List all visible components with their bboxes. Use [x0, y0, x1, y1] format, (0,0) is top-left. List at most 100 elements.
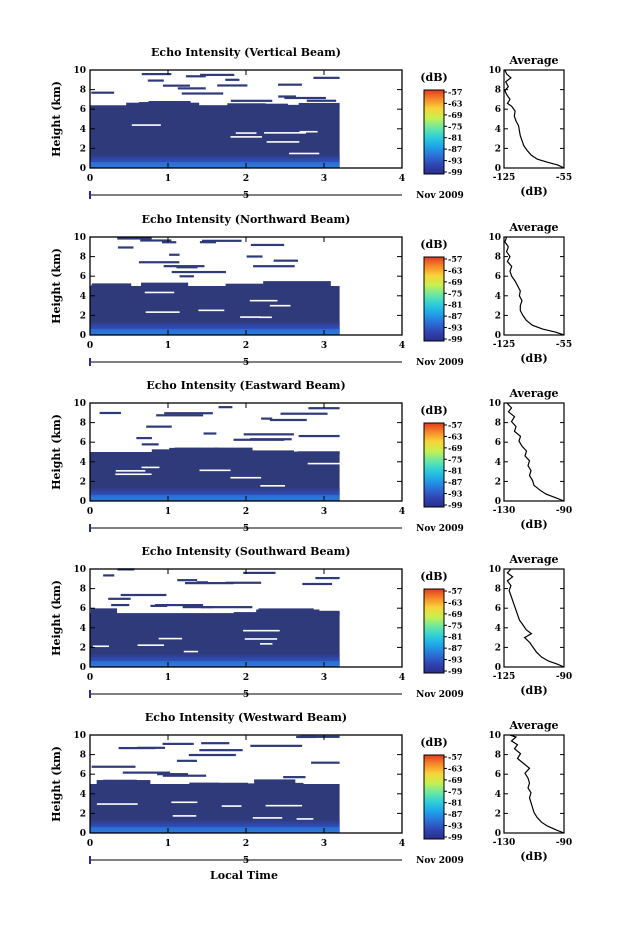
average-y-tick-label: 4: [495, 125, 501, 135]
average-frame: [503, 734, 565, 834]
average-y-tick-label: 10: [488, 233, 501, 243]
echo-line: [185, 75, 206, 78]
y-axis-label: Height (km): [50, 414, 63, 490]
average-x-label: (dB): [520, 518, 547, 531]
average-y-tick-label: 2: [495, 311, 501, 321]
average-y-tick-label: 0: [495, 829, 501, 839]
average-title: Average: [508, 553, 558, 566]
echo-line: [306, 99, 337, 102]
echo-line: [137, 746, 166, 749]
bottom-x-label: Local Time: [210, 869, 278, 882]
low-echo-core: [90, 661, 340, 667]
colorbar-tick-label: -75: [448, 786, 462, 796]
echo-gap: [144, 291, 175, 294]
colorbar-tick-label: -81: [448, 798, 462, 808]
average-x-tick-label: -90: [556, 672, 572, 682]
y-axis-label: Height (km): [50, 81, 63, 157]
average-y-tick-label: 10: [488, 731, 501, 741]
average-x-tick-label: -90: [556, 838, 572, 848]
colorbar-tick-label: -69: [448, 775, 463, 785]
average-x-label: (dB): [520, 684, 547, 697]
echo-line: [103, 574, 115, 577]
panel-title: Echo Intensity (Vertical Beam): [151, 46, 341, 59]
echo-gap: [259, 643, 273, 645]
y-tick-label: 8: [80, 419, 86, 429]
echo-edge: [154, 287, 227, 288]
echo-line: [188, 753, 236, 757]
average-y-tick-label: 4: [495, 790, 501, 800]
y-tick-label: 8: [80, 751, 86, 761]
x-tick-label: 4: [399, 673, 405, 683]
echo-line: [155, 603, 204, 607]
echo-line: [181, 92, 224, 95]
y-tick-label: 10: [73, 66, 86, 76]
echo-line: [162, 774, 207, 777]
x-tick-label: 2: [243, 341, 249, 351]
echo-edge: [90, 608, 118, 616]
x-tick-label: 1: [165, 507, 171, 517]
colorbar-tick-label: -87: [448, 144, 462, 154]
day-label: 5: [243, 524, 249, 534]
echo-edge: [152, 784, 179, 786]
y-tick-label: 4: [80, 624, 86, 634]
echo-edge: [188, 105, 253, 108]
average-y-tick-label: 8: [495, 86, 501, 96]
echo-edge: [297, 451, 340, 454]
average-y-tick-label: 8: [495, 253, 501, 263]
echo-line: [284, 96, 326, 100]
echo-line: [199, 241, 217, 244]
y-tick-label: 0: [80, 663, 86, 673]
echo-line: [171, 270, 226, 274]
colorbar-tick-label: -69: [448, 277, 463, 287]
echo-line: [203, 432, 217, 435]
colorbar-tick-label: -63: [448, 265, 463, 275]
average-y-tick-label: 4: [495, 292, 501, 302]
echo-line: [111, 603, 130, 607]
echo-line: [313, 76, 340, 79]
colorbar-tick-label: -81: [448, 133, 462, 143]
colorbar-label: (dB): [420, 736, 447, 749]
average-y-tick-label: 2: [495, 144, 501, 154]
average-y-tick-label: 6: [495, 604, 501, 614]
colorbar-label: (dB): [420, 404, 447, 417]
colorbar-tick-label: -57: [448, 254, 462, 264]
average-y-tick-label: 2: [495, 477, 501, 487]
echo-gap: [296, 818, 314, 820]
colorbar-tick-label: -63: [448, 763, 463, 773]
day-label: 5: [243, 191, 249, 201]
average-profile-line: [506, 568, 565, 668]
echo-line: [185, 582, 234, 585]
echo-line: [218, 406, 233, 409]
echo-edge: [248, 784, 321, 786]
echo-line: [201, 742, 230, 745]
echo-edge: [91, 284, 127, 288]
average-x-tick-label: -125: [493, 173, 516, 183]
x-tick-label: 3: [321, 839, 327, 849]
colorbar-tick-label: -99: [448, 832, 463, 842]
echo-gap: [289, 152, 320, 155]
echo-edge: [190, 782, 219, 786]
colorbar-tick-label: -75: [448, 454, 462, 464]
low-echo-core: [90, 495, 340, 501]
y-tick-label: 0: [80, 164, 86, 174]
echo-line: [230, 99, 273, 102]
y-axis-label: Height (km): [50, 248, 63, 324]
echo-line: [311, 761, 340, 764]
echo-gap: [137, 644, 165, 646]
echo-line: [157, 773, 189, 776]
average-y-tick-label: 2: [495, 643, 501, 653]
echo-edge: [272, 104, 318, 108]
panel-title: Echo Intensity (Northward Beam): [142, 213, 351, 226]
x-tick-label: 0: [87, 341, 93, 351]
x-tick-label: 4: [399, 839, 405, 849]
echo-gap: [249, 299, 278, 302]
echo-gap: [198, 309, 225, 312]
echo-edge: [148, 101, 191, 108]
average-title: Average: [508, 719, 558, 732]
echo-line: [162, 742, 194, 745]
average-title: Average: [508, 221, 558, 234]
x-tick-label: 0: [87, 673, 93, 683]
echo-line: [177, 87, 206, 90]
